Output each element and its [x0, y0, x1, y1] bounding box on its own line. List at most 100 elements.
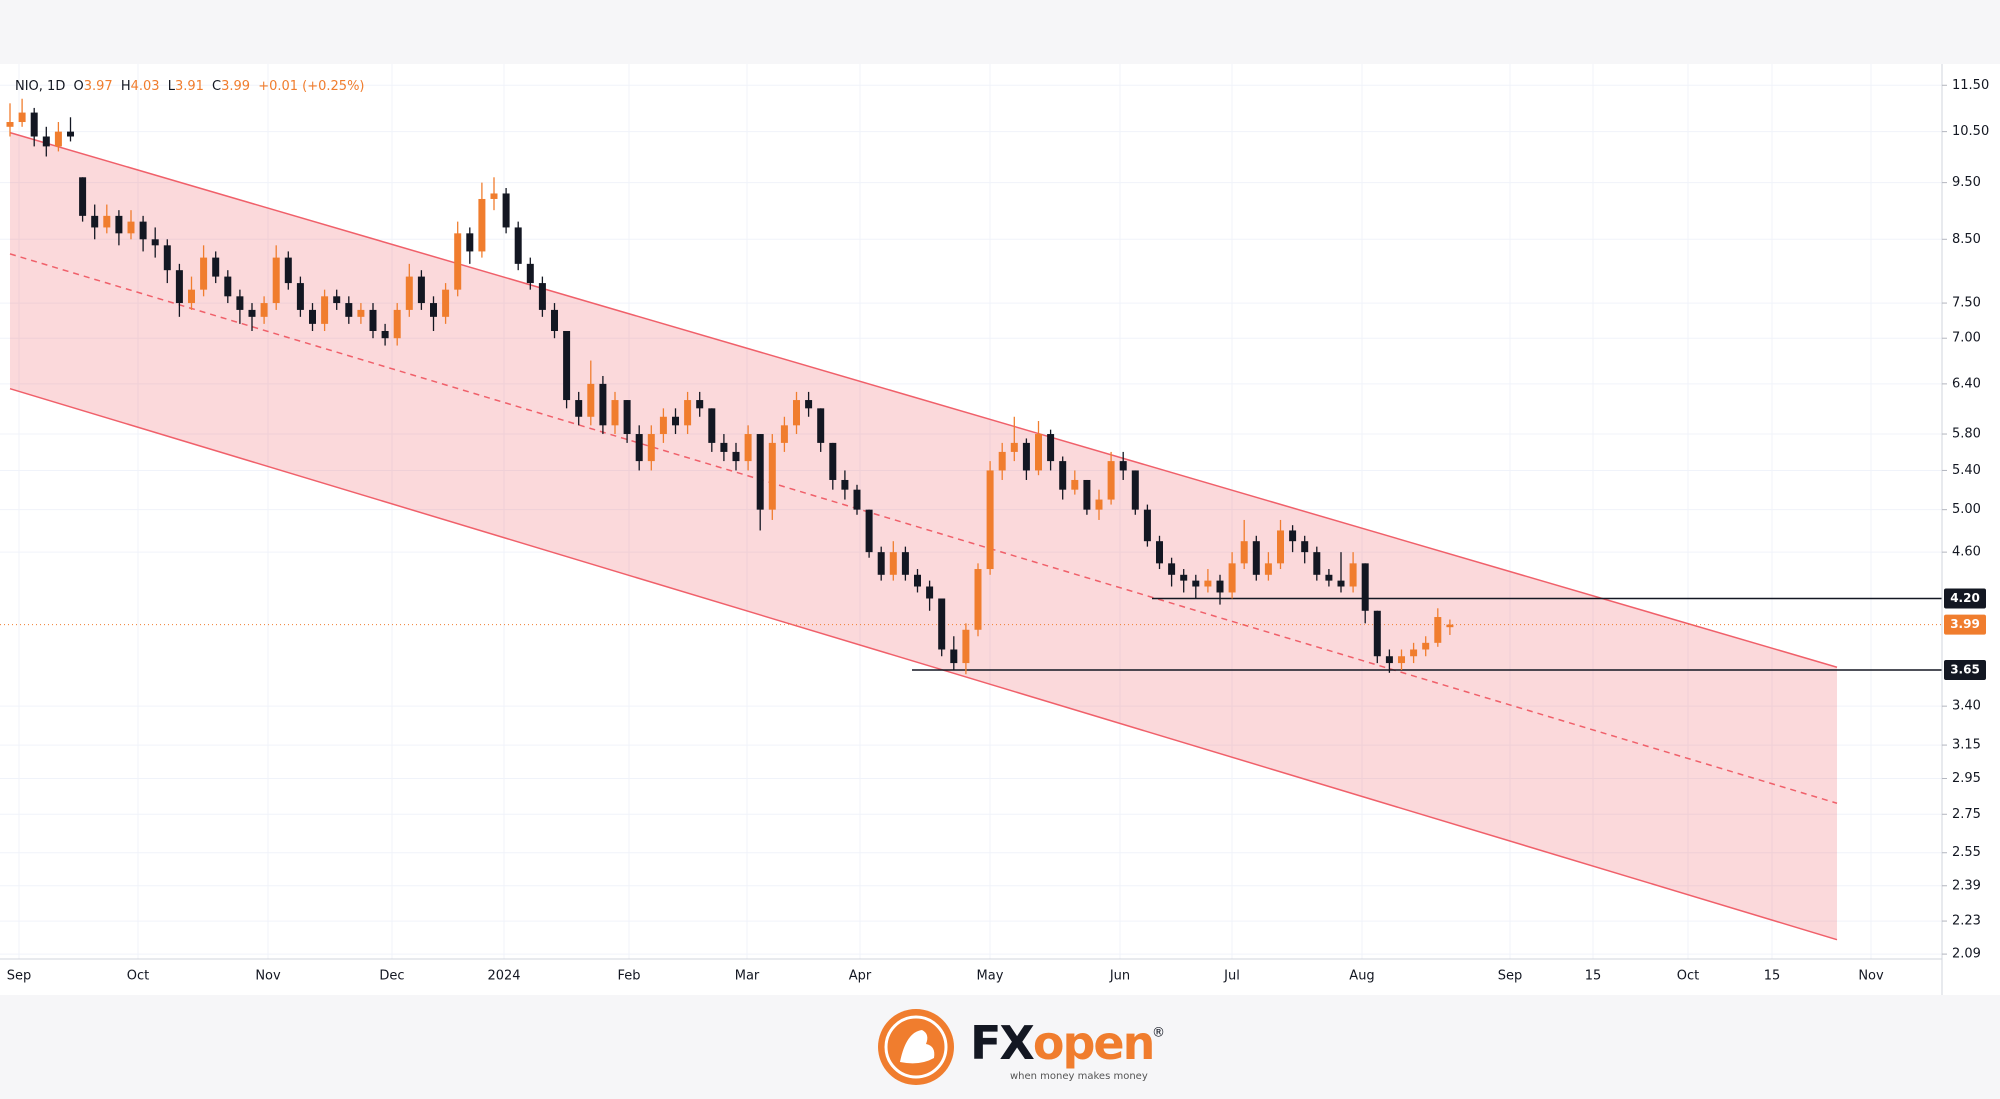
candle-body	[163, 245, 171, 271]
y-tick-label: 8.50	[1952, 232, 1981, 247]
candle-body	[79, 177, 87, 216]
candle-body	[853, 489, 861, 510]
candle-body	[42, 136, 50, 147]
candle-body	[1313, 552, 1321, 575]
candle-body	[1289, 530, 1297, 542]
l-label: L	[168, 79, 176, 94]
candle-body	[805, 400, 813, 409]
candle-body	[188, 289, 195, 304]
candle-body	[1180, 574, 1188, 581]
candle-body	[490, 193, 498, 199]
x-tick-label: Nov	[255, 969, 281, 984]
x-tick-label: Jul	[1223, 969, 1240, 984]
y-tick-label: 3.15	[1952, 738, 1981, 753]
candle-body	[974, 569, 982, 630]
brand: FXopen	[970, 1016, 1153, 1070]
candle-body	[1361, 563, 1369, 611]
candle-body	[224, 276, 232, 297]
levels	[0, 597, 1942, 671]
candle-body	[514, 227, 522, 264]
x-tick-label: 15	[1764, 969, 1781, 984]
candle-body	[478, 198, 486, 252]
symbol: NIO, 1D	[15, 79, 65, 94]
candle-body	[1410, 649, 1418, 657]
candle-body	[1216, 580, 1224, 593]
candle-body	[151, 239, 159, 246]
x-tick-label: Oct	[1677, 969, 1699, 984]
candle-body	[1349, 563, 1357, 587]
candle-body	[1301, 541, 1309, 553]
candle-body	[369, 309, 377, 331]
y-tick-label: 11.50	[1952, 78, 1989, 93]
candle-body	[708, 408, 716, 443]
top-band	[0, 0, 2000, 64]
candle-body	[1119, 461, 1127, 471]
candle-body	[1143, 509, 1151, 542]
y-tick-label: 2.23	[1952, 914, 1981, 929]
candle-body	[200, 257, 208, 290]
candle-body	[417, 276, 425, 304]
candle-body	[950, 649, 958, 664]
candle-body	[284, 257, 292, 284]
candle-body	[998, 451, 1006, 471]
level-box	[1944, 588, 1986, 609]
candle-body	[6, 122, 14, 127]
o-label: O	[73, 79, 83, 94]
candle-body	[563, 330, 571, 401]
candle-body	[672, 416, 679, 426]
candle-body	[430, 303, 437, 317]
candle-body	[1107, 461, 1115, 500]
candle-body	[175, 270, 183, 304]
x-tick-label: Dec	[379, 969, 404, 984]
candle-body	[345, 303, 353, 317]
candle-body	[309, 309, 316, 324]
candle-body	[1422, 642, 1430, 650]
candle-body	[780, 425, 788, 443]
y-tick-label: 2.55	[1952, 845, 1981, 860]
candle-body	[684, 400, 692, 426]
candle-body	[357, 309, 365, 317]
candle-body	[1398, 656, 1405, 664]
candle-body	[248, 309, 256, 317]
y-tick-label: 5.80	[1952, 427, 1981, 442]
candle-body	[212, 257, 220, 277]
candle-body	[1385, 656, 1393, 664]
footer-band	[0, 995, 2000, 1099]
candle-body	[1252, 541, 1260, 575]
candle-body	[260, 303, 268, 317]
x-tick-label: Aug	[1349, 969, 1374, 984]
y-tick-label: 9.50	[1952, 175, 1981, 190]
candle-body	[1204, 580, 1212, 587]
y-tick-label: 2.75	[1952, 807, 1981, 822]
candle-body	[1192, 580, 1200, 587]
candle-body	[962, 629, 970, 664]
channel-upper	[9, 131, 1838, 668]
change: +0.01 (+0.25%)	[258, 79, 364, 94]
registered: ®	[1152, 1026, 1165, 1041]
candle-body	[623, 400, 631, 435]
high-value: 4.03	[131, 79, 160, 94]
candle-body	[914, 574, 921, 587]
candle-body	[442, 289, 450, 317]
candle-body	[611, 400, 619, 426]
h-label: H	[121, 79, 131, 94]
candle-body	[405, 276, 413, 310]
candle-body	[1010, 442, 1018, 452]
candle-body	[454, 233, 462, 290]
candle-body	[333, 296, 341, 304]
x-tick-label: Apr	[849, 969, 872, 984]
candle-body	[732, 451, 740, 462]
candle-body	[841, 479, 849, 490]
y-tick-label: 5.40	[1952, 463, 1981, 478]
candle-body	[575, 400, 583, 417]
header: NIO, 1D O3.97 H4.03 L3.91 C3.99 +0.01 (+…	[15, 79, 365, 94]
candle-body	[1083, 479, 1091, 510]
candle-body	[1228, 563, 1236, 593]
y-tick-label: 2.09	[1952, 947, 1981, 962]
channel-lower	[9, 387, 1838, 941]
candle-body	[393, 309, 401, 339]
chart-area	[0, 64, 2000, 995]
candle-body	[793, 400, 800, 426]
